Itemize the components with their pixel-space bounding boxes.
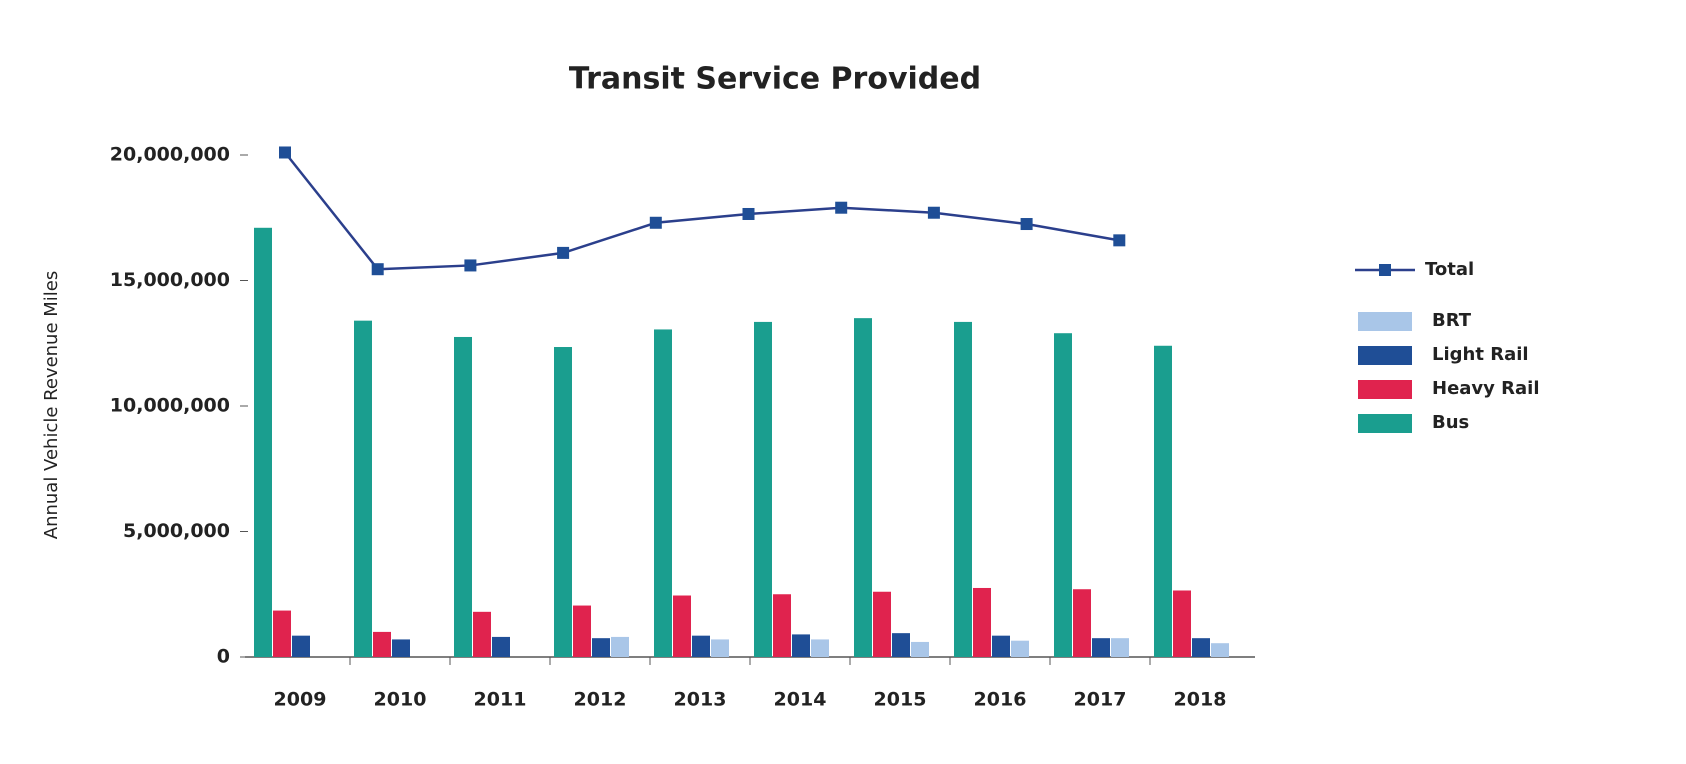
legend-swatch	[1358, 346, 1412, 365]
bar	[692, 635, 710, 657]
x-tick-label: 2010	[374, 689, 427, 711]
x-tick-label: 2015	[874, 689, 927, 711]
bar	[892, 633, 910, 657]
bar	[292, 635, 310, 657]
bar	[354, 320, 372, 657]
bar	[1192, 638, 1210, 657]
bar	[873, 591, 891, 657]
legend-label: Light Rail	[1432, 344, 1529, 365]
bar	[473, 611, 491, 657]
line-marker	[464, 259, 477, 272]
legend-swatch	[1358, 414, 1412, 433]
line-marker	[557, 246, 570, 259]
legend-marker	[1379, 264, 1391, 276]
chart-title: Transit Service Provided	[569, 62, 981, 97]
y-tick-label: 10,000,000	[110, 395, 230, 417]
y-tick-label: 0	[217, 646, 230, 668]
bar	[392, 639, 410, 657]
bar	[811, 639, 829, 657]
bar	[573, 605, 591, 657]
bar	[1211, 643, 1229, 657]
x-tick-label: 2017	[1074, 689, 1127, 711]
line-marker	[835, 201, 848, 214]
bar	[373, 631, 391, 657]
bar	[1154, 345, 1172, 657]
line-marker	[371, 263, 384, 276]
bar	[654, 329, 672, 657]
bar	[673, 595, 691, 657]
line-marker	[742, 207, 755, 220]
bar	[973, 587, 991, 657]
bar	[592, 638, 610, 657]
x-tick-label: 2013	[674, 689, 727, 711]
line-marker	[1113, 234, 1126, 247]
legend-label: Total	[1425, 259, 1474, 280]
bar	[754, 321, 772, 657]
bar	[954, 321, 972, 657]
bar	[1054, 333, 1072, 657]
bar	[273, 610, 291, 657]
y-tick-label: 5,000,000	[123, 520, 230, 542]
bar	[554, 347, 572, 657]
bar	[1111, 638, 1129, 657]
line-marker	[279, 146, 291, 159]
x-tick-label: 2016	[974, 689, 1027, 711]
bar	[1073, 589, 1091, 657]
line	[284, 151, 1120, 271]
legend-label: BRT	[1432, 310, 1472, 331]
line-marker	[1020, 218, 1033, 231]
bar	[611, 636, 629, 657]
x-tick-label: 2018	[1174, 689, 1227, 711]
bar	[1011, 640, 1029, 657]
bar	[1092, 638, 1110, 657]
y-tick-label: 15,000,000	[110, 269, 230, 291]
y-tick-label: 20,000,000	[110, 144, 230, 166]
bar	[711, 639, 729, 657]
line-marker	[649, 216, 662, 229]
x-tick-label: 2014	[774, 689, 827, 711]
bar	[454, 336, 472, 657]
line-marker	[927, 206, 940, 219]
y-axis-label: Annual Vehicle Revenue Miles	[41, 271, 62, 539]
legend-label: Bus	[1432, 412, 1469, 433]
bar	[854, 318, 872, 657]
x-tick-label: 2011	[474, 689, 527, 711]
x-tick-label: 2009	[274, 689, 327, 711]
bar	[773, 594, 791, 657]
legend-swatch	[1358, 312, 1412, 331]
bar	[254, 227, 272, 658]
bar	[992, 635, 1010, 657]
bar	[492, 636, 510, 657]
bar	[792, 634, 810, 657]
legend-label: Heavy Rail	[1432, 378, 1540, 399]
bar	[911, 641, 929, 657]
x-tick-label: 2012	[574, 689, 627, 711]
legend-swatch	[1358, 380, 1412, 399]
bar	[1173, 590, 1191, 657]
